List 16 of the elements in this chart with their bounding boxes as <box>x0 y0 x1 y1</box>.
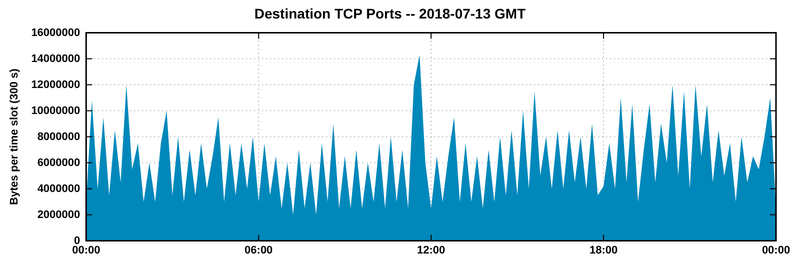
y-tick-label: 0 <box>74 234 80 247</box>
y-tick-label: 8000000 <box>37 130 80 143</box>
y-tick-label: 6000000 <box>37 156 80 169</box>
y-tick-label: 14000000 <box>31 52 80 65</box>
x-tick-label: 12:00 <box>417 244 446 256</box>
y-axis-title: Bytes per time slot (300 s) <box>8 68 21 205</box>
y-tick-label: 10000000 <box>31 104 80 117</box>
x-tick-label: 06:00 <box>244 244 273 256</box>
y-tick-label: 2000000 <box>37 208 80 221</box>
y-tick-label: 16000000 <box>31 26 80 39</box>
x-tick-label: 00:00 <box>762 244 790 256</box>
chart-title: Destination TCP Ports -- 2018-07-13 GMT <box>254 5 526 22</box>
y-tick-label: 4000000 <box>37 182 80 195</box>
x-tick-label: 18:00 <box>589 244 618 256</box>
x-tick-label: 00:00 <box>72 244 100 256</box>
y-tick-label: 12000000 <box>31 78 80 91</box>
